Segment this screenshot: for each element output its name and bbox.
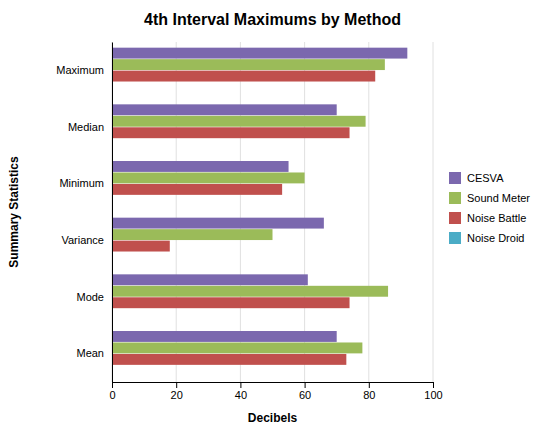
legend-label: Noise Battle [467,212,526,224]
x-tick: 40 [235,382,247,401]
y-tick: Variance [61,234,104,246]
axis-line [112,43,113,383]
tick-mark [176,382,177,388]
bar [112,274,308,285]
y-axis: Maximum Median Minimum Variance Mode Mean [56,43,112,383]
grid-line [112,42,113,382]
tick-label: 0 [109,389,115,401]
tick-mark [112,382,113,388]
bar [112,184,282,195]
bar-series [112,48,407,342]
y-tick: Mode [76,291,104,303]
x-axis-title: Decibels [248,411,298,425]
bar [112,297,350,308]
grid [112,42,433,382]
tick-label: Minimum [59,177,104,189]
legend-swatch [449,192,461,204]
legend-swatch [449,212,461,224]
legend-item: CESVA [449,172,504,184]
x-tick: 20 [171,382,183,401]
bar [112,342,362,353]
tick-mark [433,382,434,388]
tick-label: 20 [171,389,183,401]
x-tick: 80 [363,382,375,401]
tick-label: 80 [363,389,375,401]
legend-label: Noise Droid [467,232,524,244]
bar [112,116,366,127]
title: 4th Interval Maximums by Method [144,11,401,28]
legend-label: CESVA [467,172,504,184]
bar [112,354,346,365]
tick-label: Mean [76,347,104,359]
bar-series [112,71,375,365]
tick-mark [305,382,306,388]
bar [112,331,337,342]
bar-series [112,59,388,353]
legend-swatch [449,232,461,244]
bar [112,71,375,82]
tick-mark [240,382,241,388]
tick-label: Median [68,121,104,133]
grid-line [368,42,369,382]
x-axis: 0 20 40 60 80 100 [109,382,442,401]
grid-line [176,42,177,382]
tick-label: 40 [235,389,247,401]
grid-line [433,42,434,382]
tick-label: Mode [76,291,104,303]
bar [112,172,305,183]
y-tick: Minimum [59,177,104,189]
bar [112,127,350,138]
chart-container: 0 20 40 60 80 100 Maximum Median Minimum Variance… [0,0,551,434]
bar [112,48,407,59]
legend-label: Sound Meter [467,192,530,204]
x-tick: 0 [109,382,115,401]
bar [112,104,337,115]
y-axis-title: Summary Statistics [7,156,21,268]
bar [112,229,273,240]
legend-item: Noise Droid [449,232,524,244]
tick-label: Variance [61,234,104,246]
legend-item: Noise Battle [449,212,526,224]
bar [112,59,385,70]
tick-mark [369,382,370,388]
grid-line [304,42,305,382]
axis-line [113,383,434,389]
tick-label: 60 [299,389,311,401]
x-tick: 100 [424,382,442,401]
tick-label: Maximum [56,64,104,76]
bars [112,48,407,365]
legend-swatch [449,172,461,184]
bar [112,241,170,252]
tick-label: 100 [424,389,442,401]
y-tick: Median [68,121,104,133]
x-tick: 60 [299,382,311,401]
legend-item: Sound Meter [449,192,530,204]
bar [112,161,289,172]
y-tick: Maximum [56,64,104,76]
plot-area: 0 20 40 60 80 100 Maximum Median Minimum Variance… [56,42,442,401]
chart-svg: 0 20 40 60 80 100 Maximum Median Minimum Variance… [0,0,551,434]
grid-line [240,42,241,382]
bar [112,218,324,229]
y-tick: Mean [76,347,104,359]
legend: CESVA Sound Meter Noise Battle Noise Droid [449,172,530,244]
bar [112,286,388,297]
